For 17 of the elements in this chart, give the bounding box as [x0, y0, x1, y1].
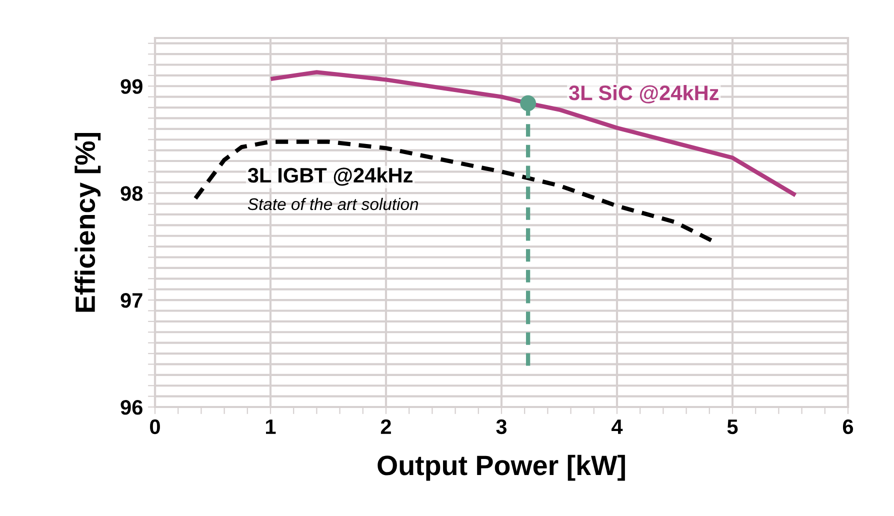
- x-tick-label: 4: [612, 420, 623, 434]
- y-tick-label: 96: [120, 400, 142, 415]
- series-label: 3L SiC @24kHz: [568, 84, 719, 104]
- x-tick-label: 6: [842, 419, 854, 434]
- x-axis-title: Output Power [kW]: [378, 454, 625, 481]
- x-tick-label: 0: [150, 419, 160, 434]
- series-label: 3L IGBT @24kHz: [248, 167, 412, 186]
- y-tick-label: 99: [120, 79, 142, 94]
- annotation: State of the art solution: [248, 198, 418, 210]
- y-tick-label: 97: [120, 293, 142, 308]
- y-axis-title: Efficiency [%]: [74, 132, 101, 312]
- y-tick-label: 98: [120, 186, 143, 201]
- x-tick-label: 2: [380, 419, 391, 434]
- x-tick-label: 1: [266, 420, 276, 434]
- x-tick-label: 3: [496, 419, 507, 434]
- line-series: [270, 70, 796, 196]
- x-tick-label: 5: [727, 420, 738, 434]
